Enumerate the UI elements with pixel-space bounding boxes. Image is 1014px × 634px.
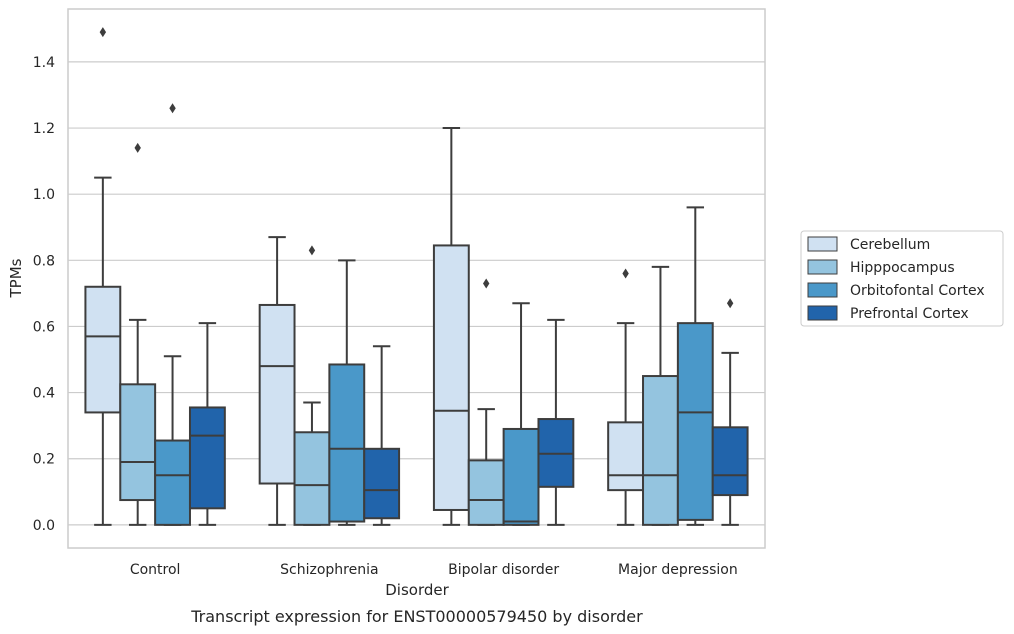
box-iqr	[432, 244, 470, 511]
box-orbitofontal-cortex	[502, 302, 540, 526]
outlier-point	[134, 142, 141, 153]
box-hipppocampus	[642, 265, 679, 526]
legend-swatch	[807, 236, 838, 252]
box-orbitofontal-cortex	[328, 259, 366, 526]
y-tick-label: 1.2	[33, 121, 55, 137]
x-tick-labels: Control Schizophrenia Bipolar disorder Majo…	[130, 562, 738, 578]
y-tick-label: 1.4	[33, 55, 55, 71]
box-iqr	[502, 427, 540, 526]
legend-label: Cerebellum	[850, 237, 930, 253]
outlier-point	[622, 268, 629, 279]
box-prefrontal-cortex	[537, 318, 575, 526]
box-cerebellum	[258, 236, 296, 526]
x-axis-title: Disorder	[385, 581, 449, 599]
legend-frame	[800, 230, 1004, 327]
box-prefrontal-cortex	[711, 298, 749, 526]
box-cerebellum	[607, 268, 645, 526]
box-hipppocampus	[293, 245, 331, 526]
y-tick-label: 0.2	[33, 452, 55, 468]
box-orbitofontal-cortex	[154, 103, 191, 526]
y-tick-label: 0.6	[33, 319, 55, 335]
box-series	[84, 27, 749, 526]
x-tick-label: Major depression	[618, 562, 738, 578]
outlier-point	[169, 103, 176, 114]
box-iqr	[642, 375, 679, 526]
box-iqr	[711, 426, 749, 497]
box-iqr	[188, 406, 226, 510]
box-iqr	[676, 322, 714, 521]
outlier-point	[483, 278, 490, 289]
y-tick-label: 0.8	[33, 253, 55, 269]
box-iqr	[467, 459, 505, 526]
box-hipppocampus	[119, 142, 157, 526]
legend-label: Orbitofontal Cortex	[850, 283, 985, 299]
box-iqr	[363, 447, 401, 520]
box-hipppocampus	[467, 278, 505, 526]
x-tick-label: Bipolar disorder	[448, 562, 559, 578]
outlier-point	[99, 27, 107, 38]
box-iqr	[607, 421, 645, 492]
legend-swatch	[807, 282, 838, 298]
box-cerebellum	[84, 27, 122, 526]
chart-caption: Transcript expression for ENST0000057945…	[190, 607, 643, 626]
y-axis-title: TPMs	[7, 258, 25, 298]
box-iqr	[258, 303, 296, 485]
x-tick-label: Schizophrenia	[280, 562, 378, 578]
y-tick-label: 0.0	[33, 518, 55, 534]
y-tick-labels: 0.0 0.2 0.4 0.6 0.8 1.0 1.2 1.4	[33, 55, 55, 534]
plot-frame	[67, 8, 766, 549]
legend-swatch	[807, 259, 838, 275]
box-prefrontal-cortex	[188, 322, 226, 526]
x-tick-label: Control	[130, 562, 181, 578]
box-iqr	[328, 363, 366, 523]
outlier-point	[308, 245, 316, 256]
legend-label: Prefrontal Cortex	[850, 306, 969, 322]
box-cerebellum	[432, 127, 470, 526]
box-iqr	[119, 383, 157, 502]
box-iqr	[154, 439, 191, 526]
y-tick-label: 1.0	[33, 187, 55, 203]
box-orbitofontal-cortex	[676, 206, 714, 526]
legend-swatch	[807, 305, 838, 321]
box-iqr	[293, 431, 331, 526]
y-tick-label: 0.4	[33, 386, 55, 402]
outlier-point	[726, 298, 734, 309]
box-prefrontal-cortex	[363, 345, 401, 526]
legend-label: Hipppocampus	[850, 260, 955, 276]
box-iqr	[84, 285, 122, 414]
legend: Cerebellum Hipppocampus Orbitofontal Corte…	[800, 230, 1004, 327]
